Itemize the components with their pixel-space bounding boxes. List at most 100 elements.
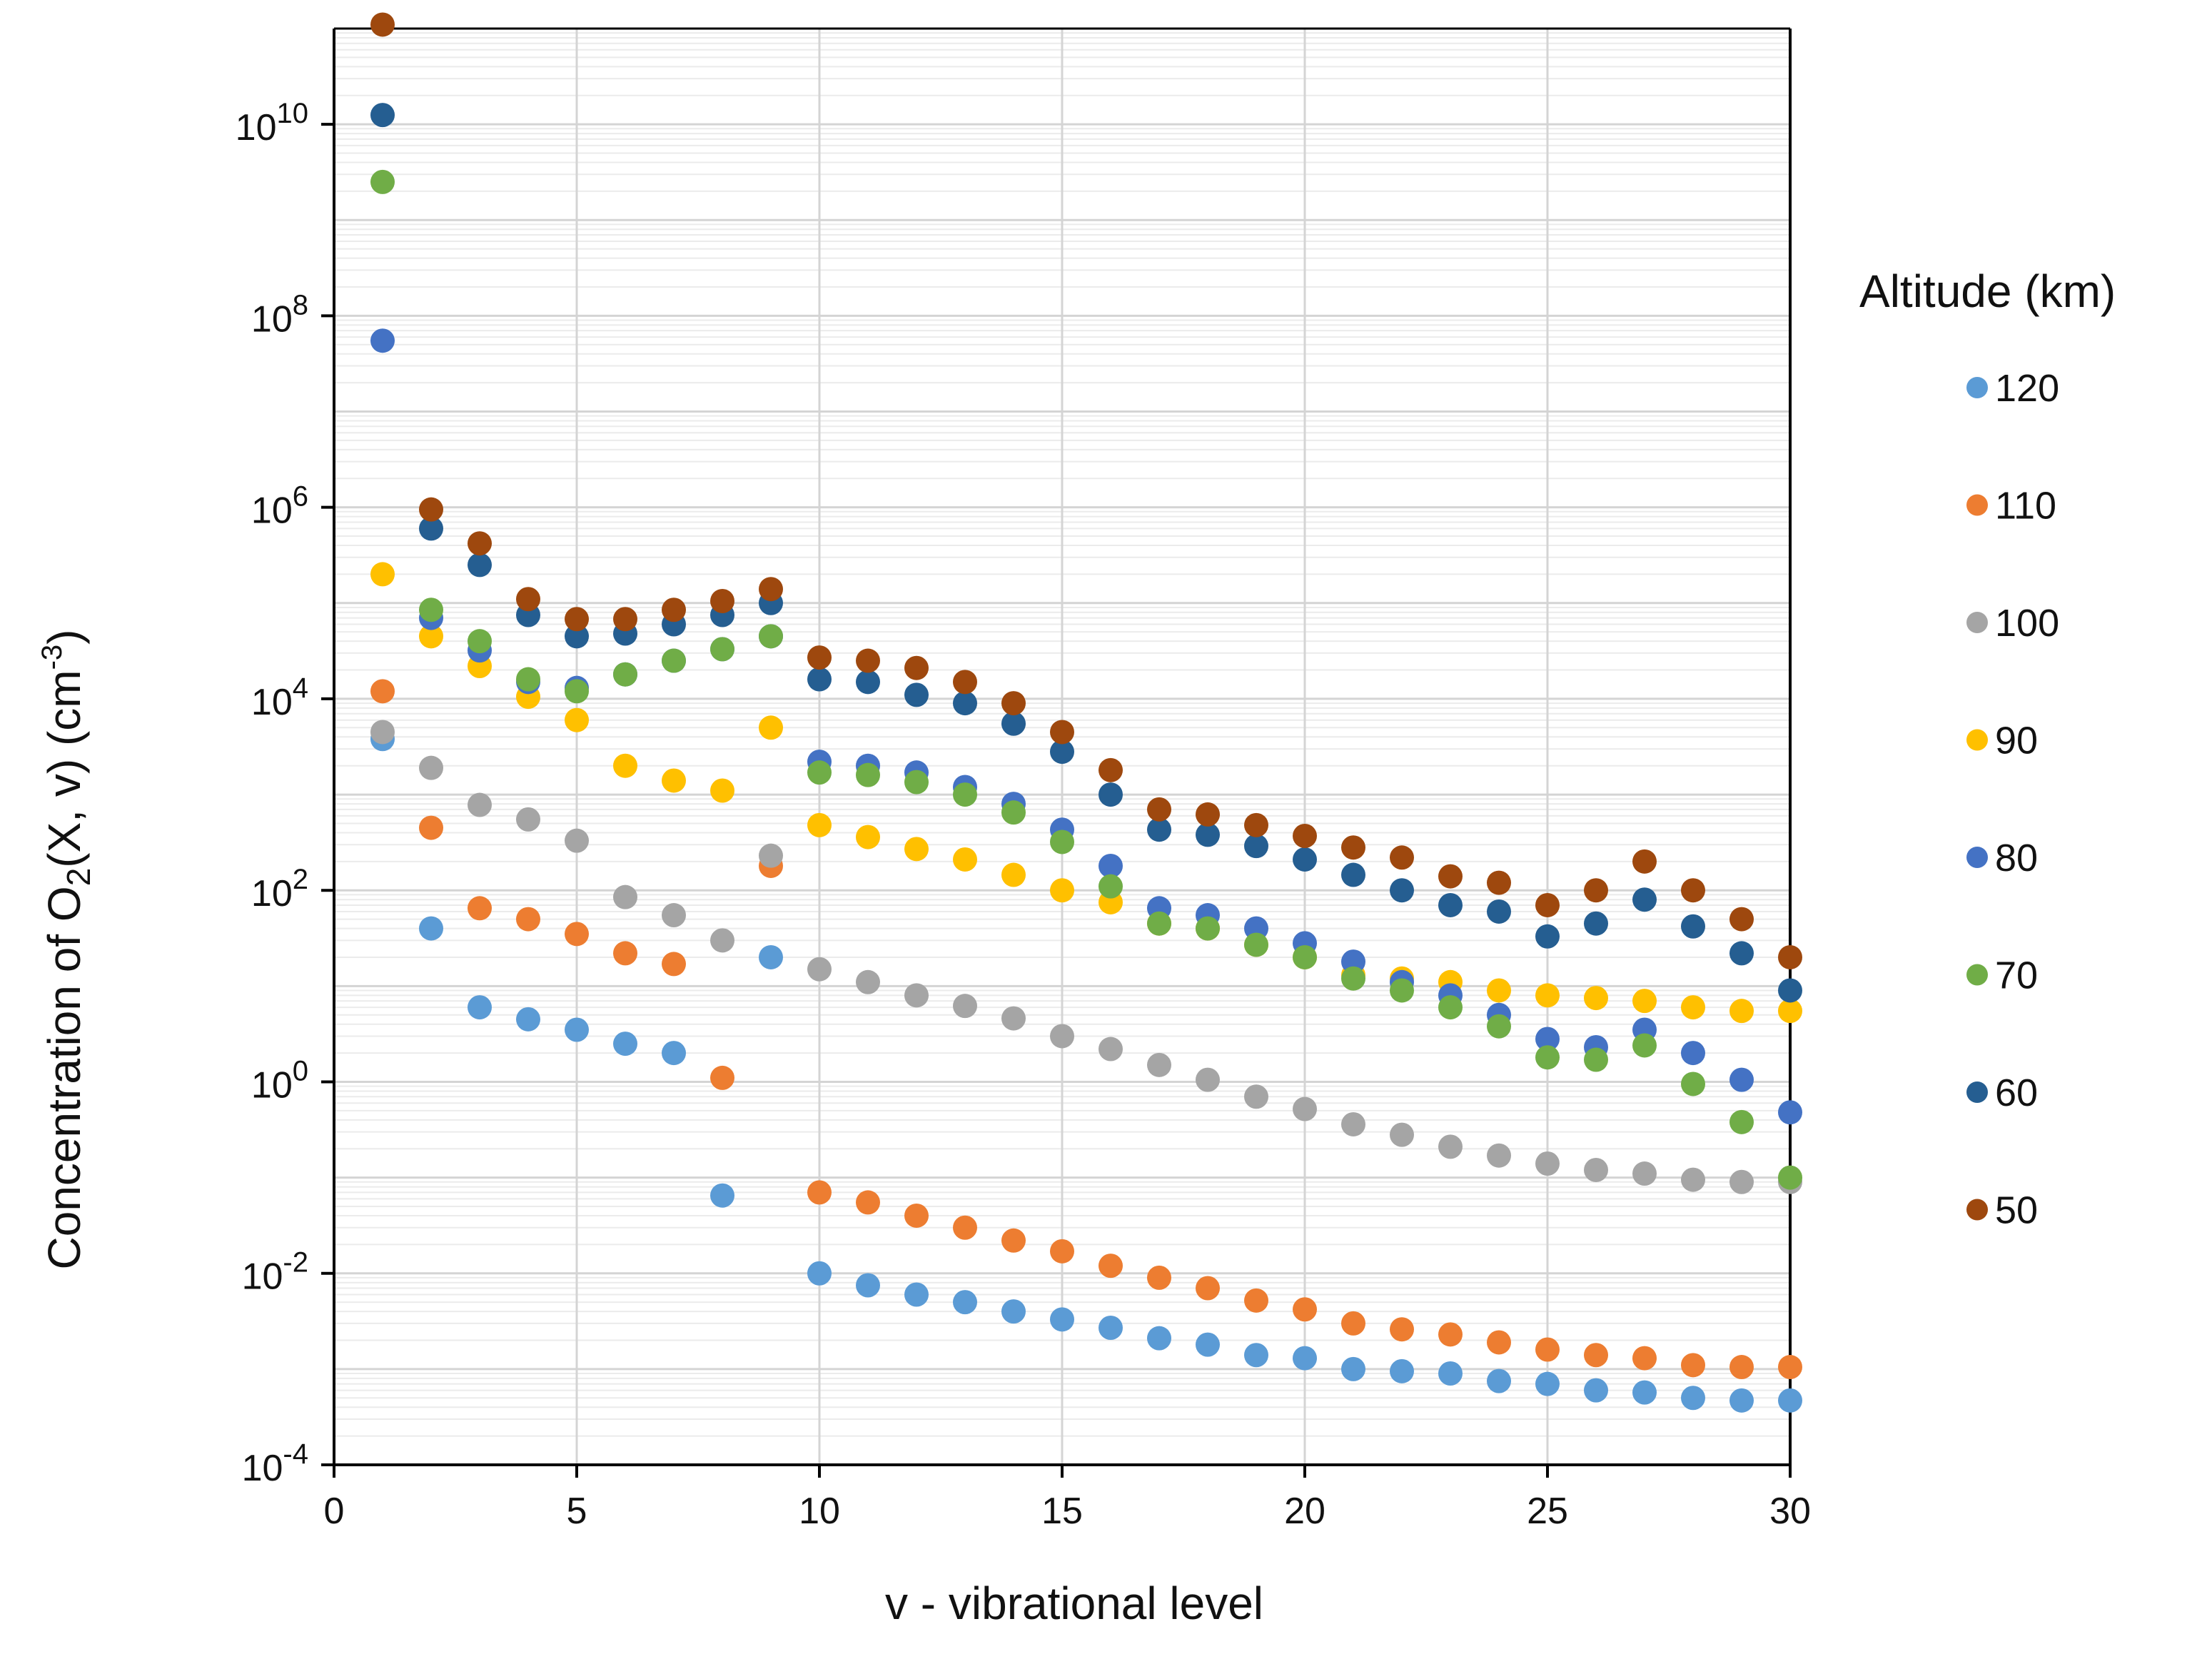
data-point — [1438, 892, 1463, 917]
data-point — [759, 944, 783, 969]
data-point — [807, 1261, 832, 1286]
data-point — [1535, 1371, 1560, 1396]
data-point — [370, 103, 395, 128]
data-point — [1196, 1276, 1220, 1301]
data-point — [1584, 1157, 1608, 1182]
data-point — [1341, 949, 1365, 974]
data-point — [1196, 916, 1220, 941]
data-point — [1196, 822, 1220, 847]
data-point — [1584, 878, 1608, 903]
data-point — [662, 903, 686, 928]
data-point — [759, 715, 783, 740]
y-tick-label: 10-2 — [242, 1247, 308, 1298]
data-point — [565, 707, 589, 732]
data-point — [1390, 978, 1414, 1003]
data-point — [1341, 966, 1365, 991]
data-point — [807, 812, 832, 837]
axes — [321, 27, 1792, 1478]
data-point — [1050, 878, 1074, 903]
data-point — [662, 597, 686, 622]
data-point — [807, 1180, 832, 1205]
data-point — [1147, 797, 1171, 822]
data-point — [468, 792, 492, 817]
legend-marker — [1966, 494, 1988, 516]
data-point — [953, 1290, 977, 1315]
data-point — [613, 884, 637, 909]
data-point — [1001, 711, 1026, 736]
legend-label: 100 — [1995, 602, 2059, 645]
data-point — [710, 928, 734, 953]
data-point — [1535, 892, 1560, 917]
data-point — [1584, 986, 1608, 1011]
data-point — [1632, 1033, 1657, 1058]
data-point — [1390, 1358, 1414, 1383]
y-tick-label: 100 — [251, 1055, 308, 1106]
data-point — [1487, 1143, 1511, 1168]
data-point — [1681, 914, 1705, 939]
y-axis-title-part: (X, v) (cm — [39, 670, 90, 867]
y-axis-title-part: Concentration of O — [39, 886, 90, 1269]
data-point — [759, 577, 783, 602]
data-point — [904, 837, 929, 862]
data-point — [516, 1007, 540, 1032]
data-point — [1729, 941, 1754, 966]
y-tick-exponent: 10 — [277, 98, 309, 129]
data-point — [1778, 1355, 1802, 1380]
data-point — [1681, 1167, 1705, 1192]
y-tick-exponent: 0 — [293, 1055, 308, 1086]
y-axis-title-superscript: -3 — [36, 645, 68, 670]
data-point — [856, 825, 880, 849]
legend-marker — [1966, 377, 1988, 398]
data-point — [1729, 999, 1754, 1024]
data-point — [565, 828, 589, 853]
data-point — [516, 807, 540, 832]
y-tick-base: 10 — [251, 490, 293, 532]
legend-title: Altitude (km) — [1859, 266, 2116, 317]
data-point — [1729, 907, 1754, 932]
legend-label: 80 — [1995, 837, 2038, 879]
data-point — [759, 624, 783, 649]
data-point — [1244, 812, 1268, 837]
data-point — [1293, 1096, 1317, 1121]
data-point — [419, 755, 443, 780]
data-point — [370, 169, 395, 194]
data-point — [1001, 800, 1026, 825]
y-tick-base: 10 — [242, 1448, 283, 1489]
data-point — [1196, 802, 1220, 827]
data-point — [1681, 1353, 1705, 1378]
data-point — [856, 670, 880, 695]
data-point — [468, 995, 492, 1020]
data-point — [1293, 944, 1317, 969]
data-point — [662, 1041, 686, 1066]
data-point — [1584, 1047, 1608, 1072]
data-point — [807, 667, 832, 692]
data-point — [1778, 1388, 1802, 1413]
y-axis-title-part: ) — [39, 630, 90, 645]
data-point — [370, 562, 395, 587]
data-point — [1147, 817, 1171, 842]
legend-label: 90 — [1995, 720, 2038, 762]
data-point — [1778, 1100, 1802, 1125]
data-point — [565, 1017, 589, 1042]
data-point — [1487, 1330, 1511, 1355]
data-point — [1584, 1343, 1608, 1368]
data-point — [1632, 887, 1657, 912]
data-point — [953, 847, 977, 872]
data-point — [1487, 1014, 1511, 1039]
data-point — [613, 753, 637, 778]
data-point — [953, 1215, 977, 1240]
data-point — [1681, 1041, 1705, 1066]
y-axis-title: Concentration of O2(X, v) (cm-3) — [36, 630, 97, 1270]
data-point — [1099, 1316, 1123, 1341]
data-point — [1729, 1109, 1754, 1134]
data-point — [1535, 1045, 1560, 1070]
data-point — [419, 516, 443, 541]
data-point — [1293, 1346, 1317, 1371]
data-point — [904, 655, 929, 680]
data-point — [370, 12, 395, 37]
data-point — [1341, 1311, 1365, 1336]
data-point — [1438, 995, 1463, 1020]
data-point — [1487, 1368, 1511, 1393]
data-point — [1050, 1307, 1074, 1332]
